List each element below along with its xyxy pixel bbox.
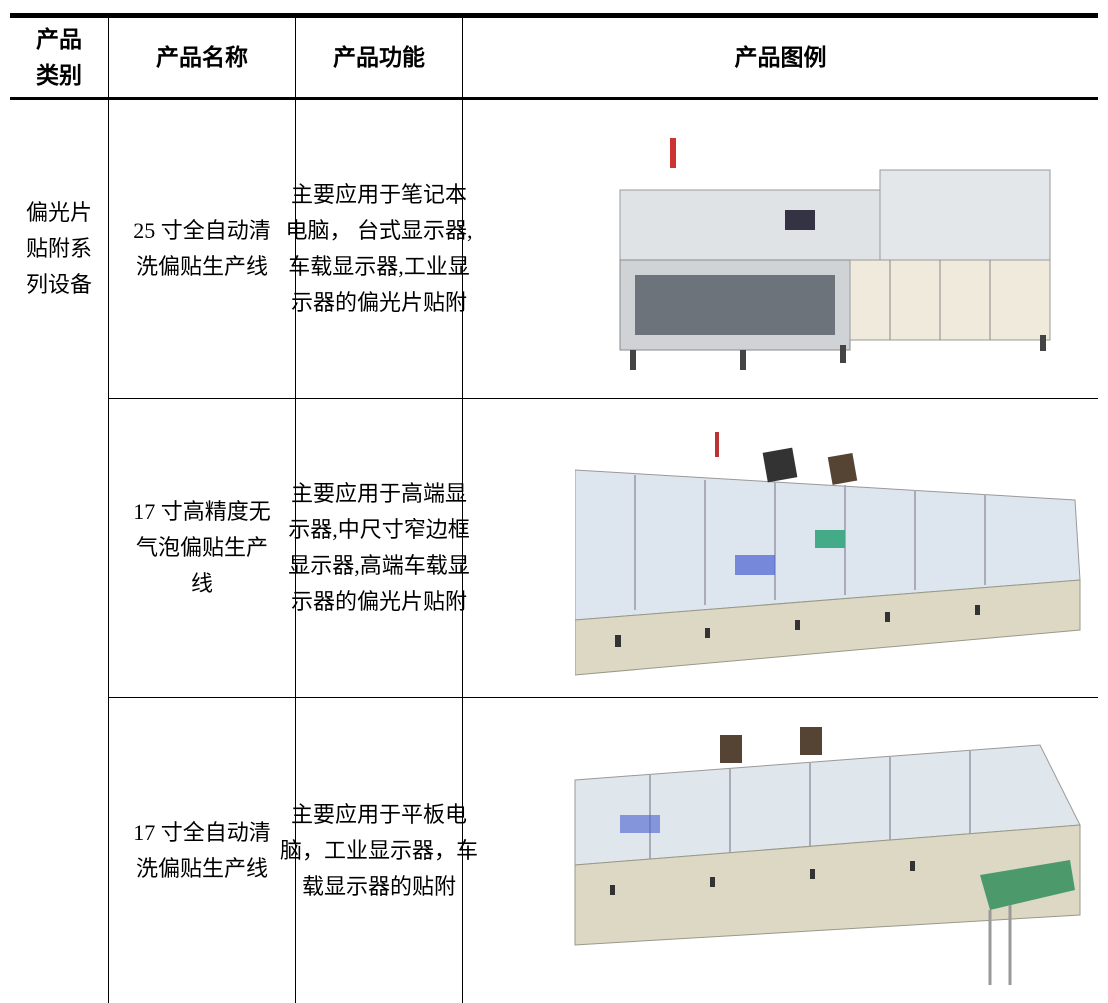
col-rule [108, 18, 109, 1003]
cell-line: 贴附系 [25, 236, 92, 261]
machine-image [619, 138, 1051, 370]
row-rule [108, 697, 1098, 698]
cell-line: 主要应用于笔记本 [291, 182, 468, 207]
header-text: 产品功能 [333, 44, 425, 71]
col-rule [295, 18, 296, 1003]
name-cell: 17 寸高精度无 气泡偏贴生产线 [109, 399, 295, 697]
row-rule [108, 398, 1098, 399]
header-text: 产品名称 [156, 44, 248, 71]
cell-line: 主要应用于平板电 [291, 801, 468, 827]
name-cell: 17 寸全自动清 洗偏贴生产线 [109, 698, 295, 1003]
cell-line: 主要应用于高端显 [291, 481, 468, 506]
cell-line: 17 寸全自动清 [133, 819, 271, 845]
cell-line: 17 寸高精度无 [133, 499, 271, 524]
cell-line: 类别 [36, 62, 82, 89]
machine-image [574, 727, 1081, 985]
name-cell: 25 寸全自动清 洗偏贴生产线 [109, 100, 295, 398]
cell-line: 示器的偏光片贴附 [291, 589, 468, 614]
cell-line: 车载显示器,工业显 [288, 254, 470, 279]
header-cell: 产品功能 [296, 18, 462, 97]
category-cell: 偏光片 贴附系 列设备 [10, 100, 108, 398]
cell-line: 线 [190, 571, 213, 596]
header-rule [10, 97, 1098, 100]
cell-line: 偏光片 [25, 200, 92, 225]
function-cell: 主要应用于高端显 示器,中尺寸窄边框 显示器,高端车载显 示器的偏光片贴附 [288, 399, 470, 697]
header-cell: 产品名称 [109, 18, 295, 97]
cell-line: 25 寸全自动清 [133, 218, 271, 243]
cell-line: 载显示器的贴附 [301, 873, 456, 899]
function-cell: 主要应用于笔记本 电脑， 台式显示器, 车载显示器,工业显 示器的偏光片贴附 [286, 100, 473, 398]
cell-line: 洗偏贴生产线 [135, 254, 268, 279]
machine-image [575, 432, 1081, 676]
function-cell: 主要应用于平板电 脑，工业显示器，车 载显示器的贴附 [280, 698, 478, 1003]
cell-line: 气泡偏贴生产 [135, 535, 268, 560]
cell-line: 洗偏贴生产线 [135, 855, 268, 881]
cell-line: 示器,中尺寸窄边框 [288, 517, 470, 542]
cell-line: 电脑， 台式显示器, [285, 218, 473, 243]
cell-line: 示器的偏光片贴附 [291, 290, 468, 315]
header-text: 产品图例 [734, 44, 827, 71]
col-rule [462, 18, 463, 1003]
cell-line: 列设备 [25, 272, 92, 297]
cell-line: 显示器,高端车载显 [288, 553, 470, 578]
cell-line: 脑，工业显示器，车 [280, 837, 479, 863]
header-cell: 产品 类别 [10, 18, 108, 97]
top-rule [10, 13, 1098, 18]
header-cell: 产品图例 [463, 18, 1098, 97]
cell-line: 产品 [36, 26, 82, 53]
